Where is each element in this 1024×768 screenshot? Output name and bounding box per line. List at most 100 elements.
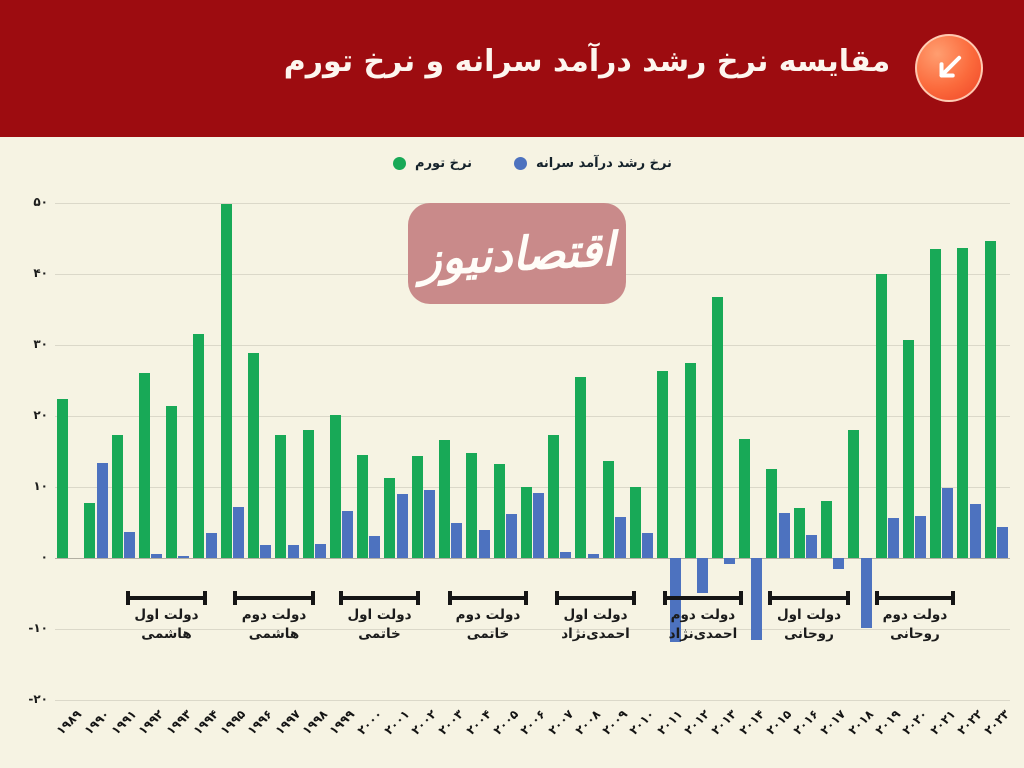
inflation-bar bbox=[875, 274, 887, 558]
inflation-bar bbox=[902, 340, 914, 558]
page-title: مقایسه نرخ رشد درآمد سرانه و نرخ تورم bbox=[283, 44, 891, 79]
x-tick-label: ۱۹۹۹ bbox=[326, 707, 358, 738]
x-tick-label: ۱۹۹۲ bbox=[135, 707, 167, 738]
y-tick-label: -۲۰ bbox=[28, 692, 48, 706]
income-growth-bar bbox=[260, 544, 272, 558]
income-growth-bar bbox=[669, 558, 681, 642]
income-growth-bar bbox=[505, 513, 517, 558]
income-growth-bar bbox=[287, 544, 299, 558]
legend-item-inflation: نرخ تورم bbox=[393, 156, 472, 171]
income-growth-bar bbox=[342, 511, 354, 558]
inflation-bar bbox=[630, 487, 641, 558]
gridline bbox=[55, 700, 1010, 701]
income-growth-bar bbox=[587, 554, 599, 558]
inflation-bar bbox=[848, 430, 860, 558]
x-tick-label: ۲۰۱۹ bbox=[872, 707, 904, 738]
income-growth-bar bbox=[233, 506, 244, 558]
inflation-bar bbox=[166, 406, 178, 558]
gridline bbox=[55, 416, 1010, 417]
x-tick-label: ۲۰۲۲ bbox=[954, 707, 985, 738]
income-growth-bar bbox=[806, 534, 817, 558]
x-tick-label: ۱۹۹۵ bbox=[217, 707, 249, 738]
x-tick-label: ۲۰۱۴ bbox=[736, 707, 767, 738]
x-tick-label: ۲۰۲۰ bbox=[899, 707, 931, 738]
inflation-bar bbox=[602, 461, 614, 558]
income-growth-bar bbox=[696, 558, 708, 593]
x-tick-label: ۲۰۰۷ bbox=[545, 707, 576, 738]
income-growth-dot-icon bbox=[513, 157, 527, 170]
inflation-bar bbox=[302, 430, 314, 558]
y-tick-label: ۵۰ bbox=[33, 195, 48, 209]
x-tick-label: ۲۰۱۲ bbox=[681, 707, 713, 738]
income-growth-bar bbox=[369, 535, 381, 558]
inflation-bar bbox=[821, 501, 832, 558]
arrow-down-left-icon bbox=[915, 34, 983, 102]
income-growth-bar bbox=[778, 513, 790, 558]
x-tick-label: ۱۹۹۶ bbox=[244, 707, 276, 738]
income-growth-bar bbox=[969, 504, 981, 558]
income-growth-bar bbox=[915, 516, 927, 558]
inflation-bar bbox=[520, 487, 532, 558]
header-banner: مقایسه نرخ رشد درآمد سرانه و نرخ تورم bbox=[0, 0, 1024, 137]
x-tick-label: ۲۰۰۰ bbox=[354, 707, 385, 738]
inflation-dot-icon bbox=[393, 157, 407, 170]
income-growth-bar bbox=[751, 558, 763, 640]
x-tick-label: ۲۰۰۲ bbox=[408, 707, 440, 738]
inflation-bar bbox=[411, 455, 423, 558]
x-tick-label: ۱۹۹۸ bbox=[299, 707, 331, 738]
gridline bbox=[55, 345, 1010, 346]
inflation-bar bbox=[193, 333, 205, 558]
inflation-bar bbox=[739, 438, 751, 558]
x-tick-label: ۲۰۲۳ bbox=[981, 707, 1013, 738]
x-tick-label: ۲۰۰۱ bbox=[381, 707, 412, 738]
x-tick-label: ۲۰۰۳ bbox=[435, 707, 467, 738]
income-growth-bar bbox=[887, 517, 899, 558]
x-tick-label: ۲۰۰۶ bbox=[517, 707, 549, 738]
income-growth-bar bbox=[96, 462, 108, 558]
inflation-bar bbox=[439, 440, 450, 558]
income-growth-bar bbox=[205, 533, 217, 558]
y-tick-label: -۱۰ bbox=[28, 621, 48, 635]
x-tick-label: ۱۹۹۴ bbox=[190, 707, 221, 738]
x-tick-label: ۲۰۱۸ bbox=[845, 707, 876, 738]
inflation-bar bbox=[275, 435, 287, 558]
income-growth-bar bbox=[942, 487, 954, 558]
y-tick-label: ۰ bbox=[40, 550, 48, 564]
income-growth-bar bbox=[451, 522, 463, 558]
inflation-bar bbox=[930, 249, 942, 558]
inflation-bar bbox=[248, 352, 259, 558]
x-tick-label: ۲۰۱۳ bbox=[708, 707, 740, 738]
gridline bbox=[55, 558, 1010, 559]
income-growth-bar bbox=[642, 533, 654, 558]
x-tick-label: ۲۰۱۱ bbox=[654, 707, 685, 738]
inflation-bar bbox=[357, 455, 369, 558]
y-tick-label: ۱۰ bbox=[33, 479, 48, 493]
inflation-bar bbox=[466, 452, 478, 558]
y-axis-labels: ۵۰ ۴۰ ۳۰ ۲۰ ۱۰ ۰ -۱۰ -۲۰ bbox=[8, 195, 48, 706]
income-growth-bar bbox=[533, 492, 545, 558]
x-tick-label: ۱۹۹۳ bbox=[163, 707, 194, 738]
watermark-text: اقتصادنیوز bbox=[417, 221, 617, 286]
x-tick-label: ۱۹۹۰ bbox=[81, 707, 112, 738]
x-tick-label: ۱۹۸۹ bbox=[53, 707, 85, 738]
inflation-bar bbox=[575, 376, 587, 558]
income-growth-bar bbox=[997, 526, 1008, 558]
inflation-bar bbox=[657, 371, 669, 558]
x-tick-label: ۲۰۲۱ bbox=[927, 707, 958, 738]
income-growth-bar bbox=[560, 551, 572, 558]
inflation-bar bbox=[766, 469, 778, 558]
x-tick-label: ۲۰۰۵ bbox=[490, 707, 522, 738]
x-tick-label: ۱۹۹۷ bbox=[272, 707, 303, 738]
income-growth-bar bbox=[724, 558, 736, 565]
income-growth-bar bbox=[833, 558, 845, 570]
inflation-bar bbox=[711, 296, 723, 558]
income-growth-bar bbox=[396, 494, 408, 558]
inflation-bar bbox=[329, 415, 341, 558]
inflation-bar bbox=[220, 203, 232, 558]
y-tick-label: ۳۰ bbox=[33, 337, 48, 351]
x-tick-label: ۱۹۹۱ bbox=[108, 707, 140, 738]
legend-item-income-growth: نرخ رشد درآمد سرانه bbox=[513, 156, 672, 171]
x-tick-label: ۲۰۱۵ bbox=[763, 707, 794, 738]
x-tick-label: ۲۰۱۶ bbox=[790, 707, 822, 738]
